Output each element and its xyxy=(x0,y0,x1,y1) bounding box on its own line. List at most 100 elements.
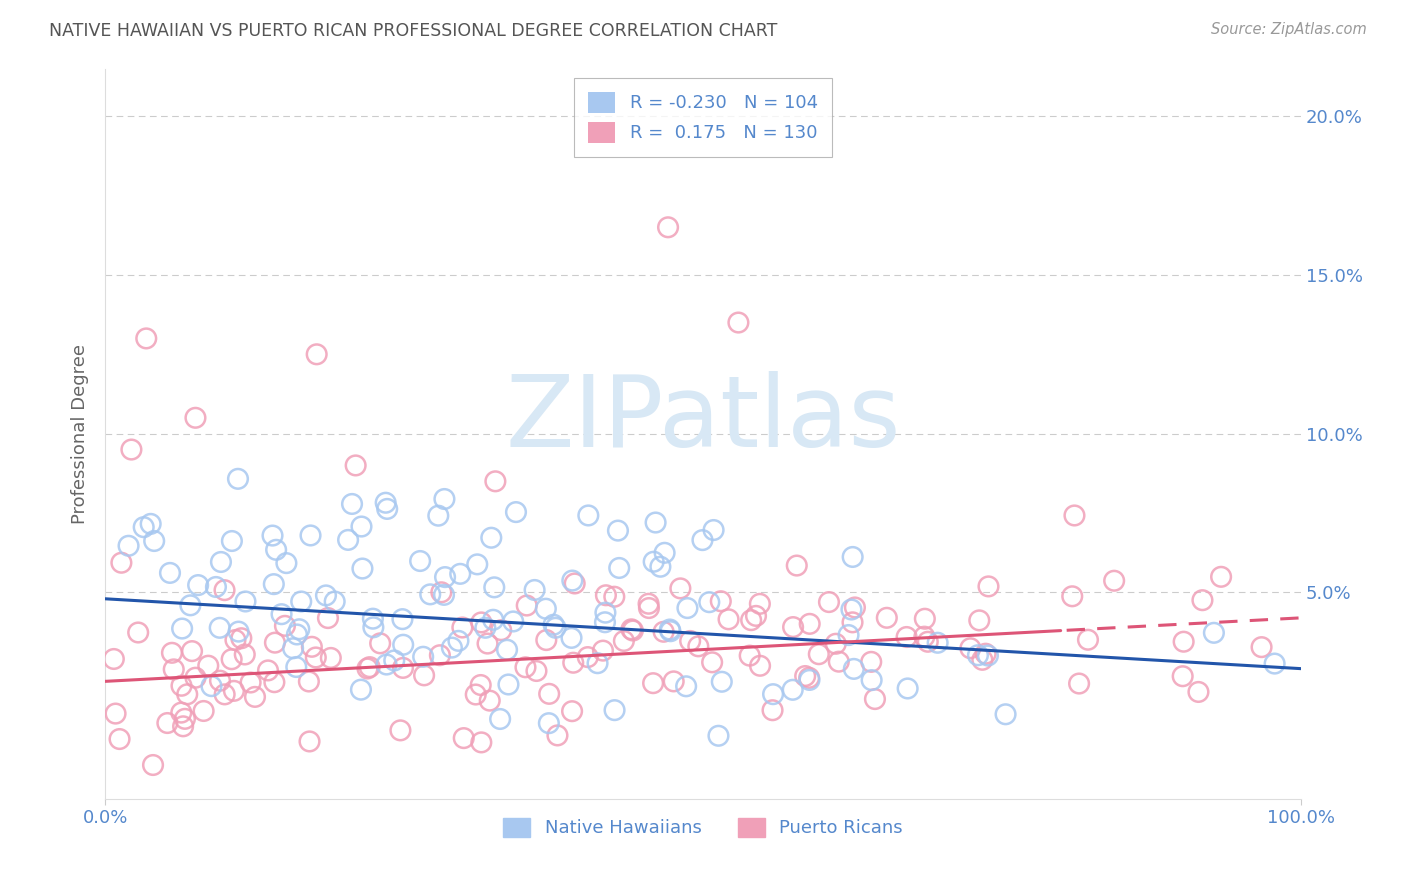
Native Hawaiians xyxy=(281,641,304,656)
Puerto Ricans xyxy=(316,611,339,625)
Puerto Ricans xyxy=(263,675,285,690)
Native Hawaiians xyxy=(523,582,546,597)
Native Hawaiians xyxy=(375,502,398,516)
Puerto Ricans xyxy=(914,612,936,626)
Native Hawaiians xyxy=(374,496,396,510)
Native Hawaiians xyxy=(132,520,155,534)
Puerto Ricans xyxy=(197,658,219,673)
Puerto Ricans xyxy=(127,625,149,640)
Puerto Ricans xyxy=(181,644,204,658)
Puerto Ricans xyxy=(392,661,415,675)
Puerto Ricans xyxy=(170,679,193,693)
Puerto Ricans xyxy=(546,728,568,742)
Native Hawaiians xyxy=(200,679,222,693)
Puerto Ricans xyxy=(620,623,643,637)
Native Hawaiians xyxy=(595,606,617,620)
Native Hawaiians xyxy=(221,534,243,549)
Puerto Ricans xyxy=(749,658,772,673)
Puerto Ricans xyxy=(794,669,817,683)
Puerto Ricans xyxy=(797,671,820,685)
Puerto Ricans xyxy=(264,635,287,649)
Puerto Ricans xyxy=(595,588,617,602)
Puerto Ricans xyxy=(184,671,207,685)
Puerto Ricans xyxy=(700,655,723,669)
Puerto Ricans xyxy=(108,732,131,747)
Native Hawaiians xyxy=(340,497,363,511)
Native Hawaiians xyxy=(285,627,308,641)
Puerto Ricans xyxy=(257,664,280,678)
Native Hawaiians xyxy=(927,636,949,650)
Puerto Ricans xyxy=(969,613,991,627)
Puerto Ricans xyxy=(679,634,702,648)
Native Hawaiians xyxy=(534,601,557,615)
Native Hawaiians xyxy=(117,539,139,553)
Puerto Ricans xyxy=(669,582,692,596)
Puerto Ricans xyxy=(824,637,846,651)
Puerto Ricans xyxy=(1062,589,1084,603)
Native Hawaiians xyxy=(607,524,630,538)
Native Hawaiians xyxy=(502,615,524,629)
Native Hawaiians xyxy=(337,533,360,547)
Native Hawaiians xyxy=(977,648,1000,663)
Puerto Ricans xyxy=(526,664,548,678)
Puerto Ricans xyxy=(172,719,194,733)
Puerto Ricans xyxy=(142,758,165,772)
Puerto Ricans xyxy=(319,651,342,665)
Puerto Ricans xyxy=(163,662,186,676)
Native Hawaiians xyxy=(290,594,312,608)
Text: NATIVE HAWAIIAN VS PUERTO RICAN PROFESSIONAL DEGREE CORRELATION CHART: NATIVE HAWAIIAN VS PUERTO RICAN PROFESSI… xyxy=(49,22,778,40)
Native Hawaiians xyxy=(299,528,322,542)
Native Hawaiians xyxy=(703,523,725,537)
Native Hawaiians xyxy=(187,578,209,592)
Native Hawaiians xyxy=(841,549,863,564)
Puerto Ricans xyxy=(782,620,804,634)
Puerto Ricans xyxy=(516,599,538,613)
Native Hawaiians xyxy=(285,660,308,674)
Native Hawaiians xyxy=(375,657,398,672)
Native Hawaiians xyxy=(644,516,666,530)
Native Hawaiians xyxy=(263,577,285,591)
Puerto Ricans xyxy=(786,558,808,573)
Native Hawaiians xyxy=(323,594,346,608)
Native Hawaiians xyxy=(897,681,920,696)
Puerto Ricans xyxy=(841,615,863,630)
Puerto Ricans xyxy=(1077,632,1099,647)
Puerto Ricans xyxy=(1173,634,1195,648)
Puerto Ricans xyxy=(1171,669,1194,683)
Puerto Ricans xyxy=(429,648,451,663)
Puerto Ricans xyxy=(603,590,626,604)
Native Hawaiians xyxy=(675,679,697,693)
Puerto Ricans xyxy=(1191,593,1213,607)
Native Hawaiians xyxy=(474,621,496,635)
Puerto Ricans xyxy=(470,615,492,630)
Native Hawaiians xyxy=(361,612,384,626)
Native Hawaiians xyxy=(593,615,616,630)
Native Hawaiians xyxy=(352,561,374,575)
Puerto Ricans xyxy=(959,641,981,656)
Native Hawaiians xyxy=(654,546,676,560)
Puerto Ricans xyxy=(1102,574,1125,588)
Puerto Ricans xyxy=(710,594,733,608)
Puerto Ricans xyxy=(110,556,132,570)
Native Hawaiians xyxy=(409,554,432,568)
Text: ZIPatlas: ZIPatlas xyxy=(505,370,901,467)
Native Hawaiians xyxy=(427,508,450,523)
Native Hawaiians xyxy=(209,555,232,569)
Native Hawaiians xyxy=(172,622,194,636)
Native Hawaiians xyxy=(276,556,298,570)
Native Hawaiians xyxy=(482,613,505,627)
Puerto Ricans xyxy=(224,633,246,648)
Native Hawaiians xyxy=(350,682,373,697)
Native Hawaiians xyxy=(205,580,228,594)
Native Hawaiians xyxy=(658,623,681,637)
Native Hawaiians xyxy=(315,589,337,603)
Native Hawaiians xyxy=(544,621,567,635)
Native Hawaiians xyxy=(433,491,456,506)
Native Hawaiians xyxy=(228,624,250,639)
Puerto Ricans xyxy=(917,634,939,648)
Puerto Ricans xyxy=(536,633,558,648)
Puerto Ricans xyxy=(103,652,125,666)
Native Hawaiians xyxy=(607,561,630,575)
Puerto Ricans xyxy=(413,668,436,682)
Puerto Ricans xyxy=(477,636,499,650)
